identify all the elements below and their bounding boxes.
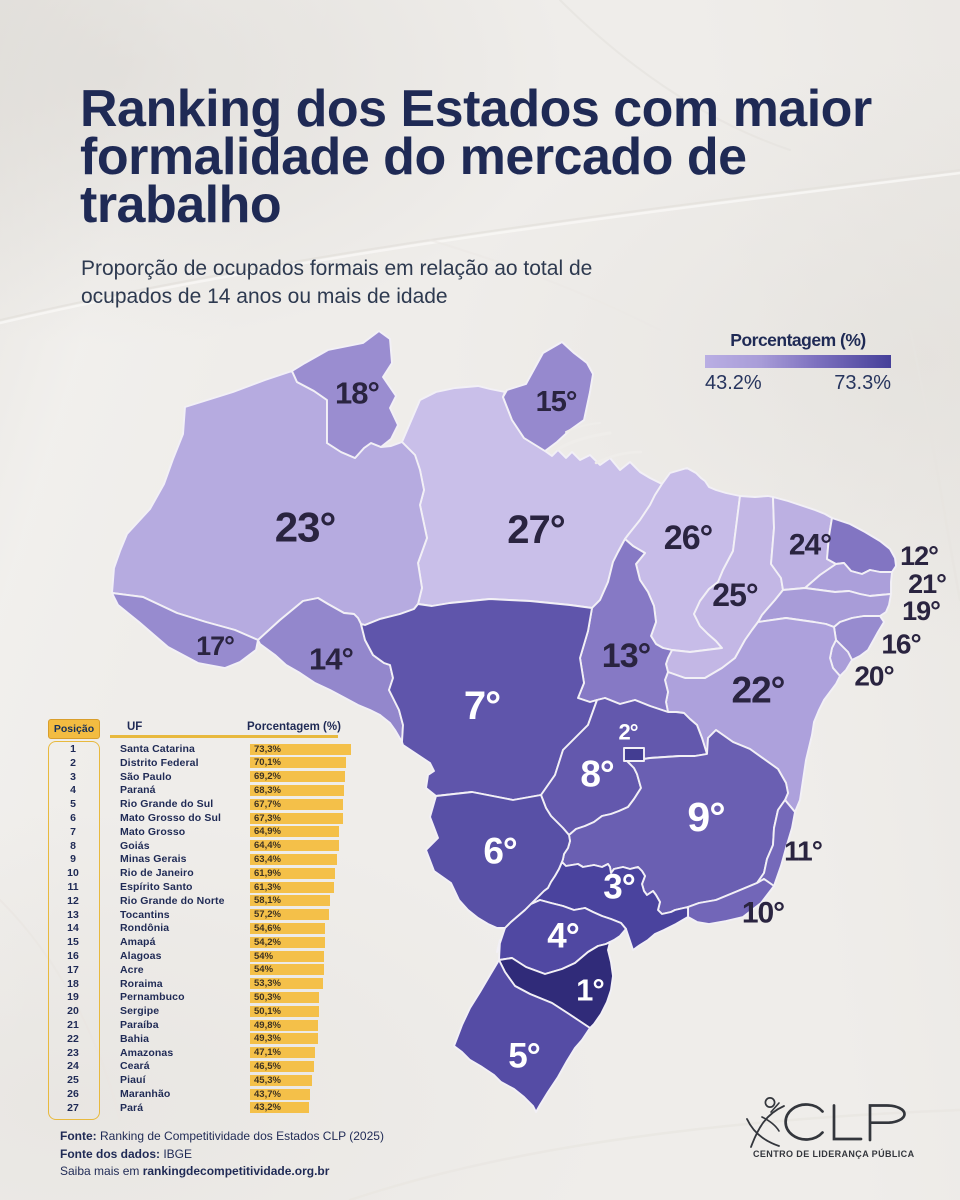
svg-text:23°: 23° [275,504,336,551]
svg-text:21°: 21° [908,569,946,599]
svg-text:1°: 1° [576,973,604,1008]
svg-text:7°: 7° [464,684,500,728]
svg-text:10°: 10° [742,897,784,930]
svg-text:15°: 15° [536,386,577,418]
svg-text:22°: 22° [732,670,785,711]
svg-text:3°: 3° [603,868,634,907]
svg-text:17°: 17° [196,631,234,661]
svg-text:11°: 11° [784,836,822,867]
svg-text:16°: 16° [881,629,920,660]
svg-text:19°: 19° [902,596,940,626]
svg-text:9°: 9° [687,794,724,840]
svg-text:12°: 12° [900,541,938,571]
svg-text:27°: 27° [507,508,565,552]
svg-text:26°: 26° [664,519,713,557]
svg-text:20°: 20° [854,661,893,692]
svg-text:13°: 13° [602,637,651,675]
svg-text:6°: 6° [483,831,517,872]
svg-text:4°: 4° [547,917,578,956]
svg-text:2°: 2° [618,720,637,745]
svg-text:14°: 14° [309,642,353,677]
svg-text:5°: 5° [508,1037,539,1076]
svg-text:8°: 8° [580,754,614,795]
svg-text:18°: 18° [335,376,379,411]
svg-text:25°: 25° [712,577,758,613]
svg-text:24°: 24° [789,529,831,562]
